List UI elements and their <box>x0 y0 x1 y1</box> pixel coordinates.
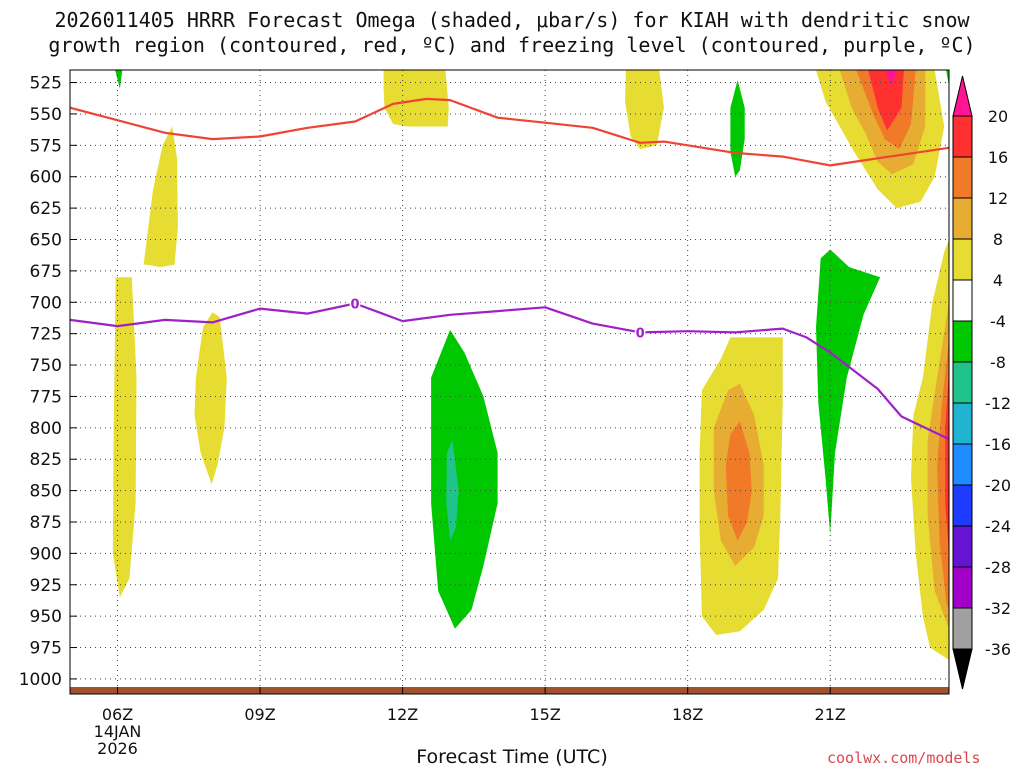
freezing-label-0: 0 <box>351 298 360 313</box>
colorbar-band-8 <box>952 402 973 445</box>
ytick-label-875: 875 <box>30 513 62 533</box>
colorbar-band-12 <box>952 566 973 609</box>
xtick-label-9: 09Z <box>244 705 275 724</box>
ytick-label-675: 675 <box>30 262 62 282</box>
ytick-label-525: 525 <box>30 74 62 94</box>
ytick-label-900: 900 <box>30 544 62 564</box>
ytick-label-700: 700 <box>30 293 62 313</box>
series-line-0 <box>70 97 949 167</box>
colorbar-label-0: 20 <box>988 107 1008 126</box>
ytick-label-725: 725 <box>30 325 62 345</box>
colorbar-band-2 <box>952 156 973 199</box>
colorbar-cap-bottom <box>952 648 973 690</box>
omega-region-9 <box>884 70 897 87</box>
chart-title-line-2: growth region (contoured, red, ºC) and f… <box>48 33 976 57</box>
omega-region-4 <box>625 70 664 150</box>
ytick-label-950: 950 <box>30 607 62 627</box>
xtick-label-12: 12Z <box>387 705 418 724</box>
omega-region-20 <box>816 249 881 535</box>
ytick-label-550: 550 <box>30 105 62 125</box>
omega-region-16 <box>945 371 949 554</box>
omega-region-21 <box>115 70 123 89</box>
y-axis: 525 550 575 600 625 650 675 700 725 750 775 800 825 8… <box>19 74 77 690</box>
colorbar-band-5 <box>952 279 973 322</box>
omega-region-18 <box>446 440 459 541</box>
colorbar-band-4 <box>952 238 973 281</box>
colorbar: 20 16 12 8 4 -4 -8 -12 -16 -20 -24 -28 -32 -36 <box>952 75 1011 690</box>
ytick-label-600: 600 <box>30 168 62 188</box>
ytick-label-750: 750 <box>30 356 62 376</box>
colorbar-label-6: -8 <box>990 353 1006 372</box>
ytick-label-800: 800 <box>30 419 62 439</box>
plot-frame <box>69 69 950 695</box>
colorbar-label-10: -24 <box>985 517 1011 536</box>
colorbar-label-12: -32 <box>985 599 1011 618</box>
omega-region-15 <box>937 339 949 610</box>
xtick-label-6: 06Z <box>102 705 133 724</box>
ytick-label-775: 775 <box>30 387 62 407</box>
omega-region-3 <box>383 70 449 127</box>
colorbar-band-10 <box>952 484 973 527</box>
colorbar-label-4: 4 <box>993 271 1003 290</box>
omega-region-2 <box>194 312 227 485</box>
colorbar-label-8: -16 <box>985 435 1011 454</box>
colorbar-label-1: 16 <box>988 148 1008 167</box>
colorbar-label-9: -20 <box>985 476 1011 495</box>
colorbar-label-5: -4 <box>990 312 1006 331</box>
omega-shading <box>112 70 949 661</box>
colorbar-band-11 <box>952 525 973 568</box>
colorbar-band-1 <box>952 115 973 158</box>
terrain-bar <box>70 687 949 694</box>
ytick-label-625: 625 <box>30 199 62 219</box>
x-axis-title: Forecast Time (UTC) <box>416 746 608 768</box>
ytick-label-825: 825 <box>30 450 62 470</box>
ytick-label-925: 925 <box>30 576 62 596</box>
colorbar-band-6 <box>952 320 973 363</box>
colorbar-band-last <box>952 607 973 650</box>
colorbar-band-7 <box>952 361 973 404</box>
omega-region-12 <box>725 421 752 541</box>
ytick-label-575: 575 <box>30 136 62 156</box>
gridlines <box>70 70 949 694</box>
colorbar-label-13: -36 <box>985 640 1011 659</box>
ytick-label-975: 975 <box>30 639 62 659</box>
contour-lines: 00 <box>70 97 949 441</box>
xtick-sub-year: 2026 <box>97 739 138 758</box>
freezing-label-1: 0 <box>636 326 645 341</box>
colorbar-band-3 <box>952 197 973 240</box>
ytick-label-1000: 1000 <box>19 670 62 690</box>
omega-region-1 <box>143 126 178 268</box>
omega-region-17 <box>431 329 498 629</box>
xtick-label-15: 15Z <box>529 705 560 724</box>
colorbar-label-3: 8 <box>993 230 1003 249</box>
colorbar-label-2: 12 <box>988 189 1008 208</box>
chart-title-line-1: 2026011405 HRRR Forecast Omega (shaded, … <box>54 8 970 32</box>
omega-region-8 <box>868 70 904 131</box>
ytick-label-850: 850 <box>30 482 62 502</box>
ytick-label-650: 650 <box>30 230 62 250</box>
series-line-1 <box>70 302 949 441</box>
colorbar-label-7: -12 <box>985 394 1011 413</box>
credit-link[interactable]: coolwx.com/models <box>827 749 981 767</box>
omega-region-22 <box>946 70 949 87</box>
xtick-label-21: 21Z <box>815 705 846 724</box>
xtick-sub-date: 14JAN <box>94 722 142 741</box>
omega-region-0 <box>112 277 137 598</box>
colorbar-cap-top <box>952 75 973 117</box>
xtick-label-18: 18Z <box>672 705 703 724</box>
colorbar-band-9 <box>952 443 973 486</box>
colorbar-label-11: -28 <box>985 558 1011 577</box>
